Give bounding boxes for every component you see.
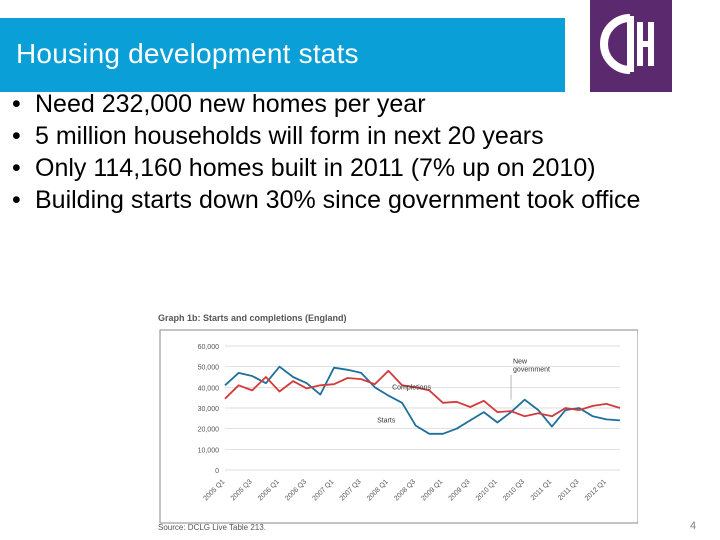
bullet-dot: • [12, 186, 21, 214]
series-label-completions: Completions [392, 384, 431, 391]
slide-title: Housing development stats [16, 38, 359, 69]
line-chart: Graph 1b: Starts and completions (Englan… [158, 313, 639, 532]
bullet-text: Building starts down 30% since governmen… [35, 186, 641, 214]
bullet-item: • Building starts down 30% since governme… [12, 184, 702, 216]
chart-series [224, 365, 621, 435]
y-tick-label: 20,000 [198, 427, 220, 434]
bullet-item: • Need 232,000 new homes per year [12, 88, 702, 120]
title-band [0, 18, 565, 92]
bullet-dot: • [12, 154, 21, 182]
bullet-item: • Only 114,160 homes built in 2011 (7% up… [12, 152, 702, 184]
y-axis: 0 10,000 20,000 30,000 40,000 50,000 60,000 [198, 344, 220, 475]
chart-source: Source: DCLG Live Table 213. [158, 523, 266, 532]
page-number: 4 [690, 520, 697, 532]
cih-logo [590, 0, 672, 92]
chart-title: Graph 1b: Starts and completions (Englan… [158, 313, 347, 323]
bullet-item: • 5 million households will form in next … [12, 120, 702, 152]
cih-logo-icon [600, 14, 654, 74]
y-tick-label: 50,000 [198, 365, 220, 372]
new-government-label: New government [513, 359, 550, 374]
series-line-starts [224, 365, 621, 435]
bullet-text: Need 232,000 new homes per year [35, 90, 426, 118]
bullet-text: Only 114,160 homes built in 2011 (7% up … [35, 154, 596, 182]
series-line-completions [224, 369, 621, 418]
series-label-starts: Starts [377, 417, 396, 424]
y-tick-label: 30,000 [198, 406, 220, 413]
bullet-dot: • [12, 122, 21, 150]
chart: Graph 1b: Starts and completions (Englan… [155, 308, 639, 533]
bullet-text: 5 million households will form in next 2… [35, 122, 544, 150]
y-tick-label: 10,000 [198, 447, 220, 454]
y-tick-label: 60,000 [198, 344, 220, 351]
chart-grid [225, 345, 620, 471]
chart-annotations: Completions Starts New government [377, 359, 550, 425]
bullet-list: • Need 232,000 new homes per year • 5 mill… [12, 88, 702, 216]
bullet-dot: • [12, 90, 21, 118]
y-tick-label: 40,000 [198, 385, 220, 392]
chart-frame [159, 329, 639, 524]
y-tick-label: 0 [215, 468, 219, 475]
